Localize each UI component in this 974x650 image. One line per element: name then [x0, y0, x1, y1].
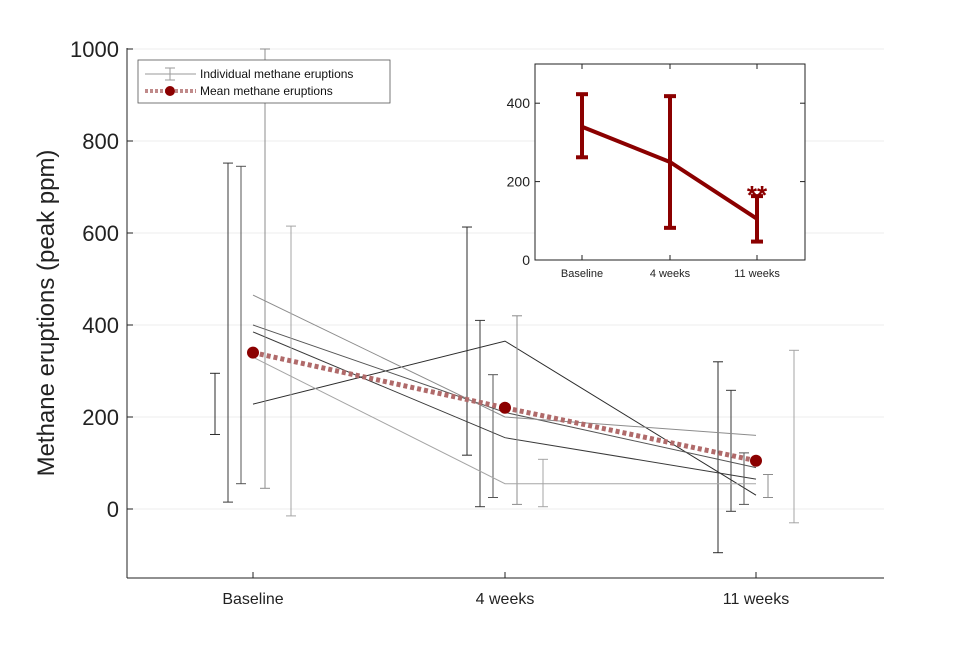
legend: Individual methane eruptions Mean methan…	[137, 59, 391, 104]
inset-plot-area: 0 200 400 Baseline 4 weeks 11 weeks **	[507, 63, 806, 280]
main-y-tick-label: 200	[82, 405, 119, 430]
significance-annotation: **	[747, 180, 768, 210]
main-y-axis-label: Methane eruptions (peak ppm)	[33, 150, 60, 477]
inset-x-ticks: Baseline 4 weeks 11 weeks	[561, 64, 780, 280]
individual-series-line	[252, 331, 757, 480]
individual-series-line	[252, 356, 756, 485]
inset-x-tick-label: 4 weeks	[650, 268, 691, 280]
inset-x-tick-label: Baseline	[561, 268, 603, 280]
main-x-tick-label: Baseline	[222, 591, 283, 608]
legend-mean-swatch	[145, 86, 196, 96]
mean-point	[499, 401, 511, 414]
inset-y-ticks: 0 200 400	[507, 95, 805, 268]
mean-series-group	[247, 346, 762, 467]
legend-box	[137, 59, 391, 104]
main-y-tick-label: 800	[82, 129, 119, 154]
main-y-ticks: 0 200 400 600 800 1000	[70, 37, 133, 522]
individual-series-line	[252, 294, 757, 436]
mean-point	[750, 454, 762, 467]
legend-individual-swatch	[145, 67, 196, 81]
main-x-tick-label: 11 weeks	[723, 591, 789, 608]
main-plot-area: 0 200 400 600 800 1000 Baseline 4 weeks 11 week…	[33, 37, 884, 608]
inset-y-tick-label: 400	[507, 95, 531, 111]
inset-y-tick-label: 200	[507, 174, 531, 190]
main-y-tick-label: 400	[82, 313, 119, 338]
inset-mean-series	[576, 92, 763, 244]
mean-point	[247, 346, 259, 359]
main-y-tick-label: 1000	[70, 37, 119, 62]
main-y-tick-label: 0	[107, 497, 119, 522]
legend-mean-label: Mean methane eruptions	[200, 84, 333, 98]
legend-individual-label: Individual methane eruptions	[200, 67, 353, 81]
individual-series-line	[252, 340, 757, 496]
main-x-tick-label: 4 weeks	[476, 591, 535, 608]
inset-y-tick-label: 0	[522, 252, 530, 268]
inset-x-tick-label: 11 weeks	[734, 268, 780, 280]
main-y-tick-label: 600	[82, 221, 119, 246]
mean-series-line	[252, 350, 757, 464]
main-x-ticks: Baseline 4 weeks 11 weeks	[222, 572, 789, 608]
individual-series-group	[210, 48, 799, 554]
